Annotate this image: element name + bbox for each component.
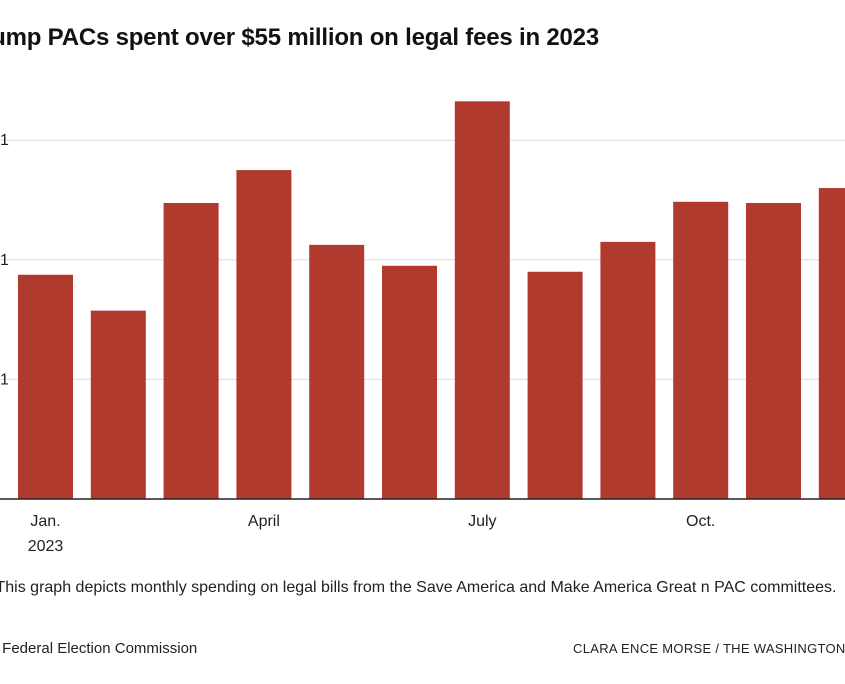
bar-dec [818,188,845,500]
x-axis-labels: Jan. 2023 April July Oct. [28,513,716,555]
x-tick-label: Jan. 2023 [28,513,64,555]
y-tick-label: 1 [0,252,9,269]
bar-chart: 1 1 1 Jan. 2023 April July Oct. [0,101,845,555]
bars [18,101,845,500]
chart-title: rump PACs spent over $55 million on lega… [0,24,599,51]
chart-credit: CLARA ENCE MORSE / THE WASHINGTON PO [573,641,845,656]
bar-mar [163,202,219,500]
x-tick-label: April [248,513,280,530]
bar-sept [600,241,656,500]
bar-aug [527,271,583,499]
chart-source: ce: Federal Election Commission [0,640,198,657]
bar-jan [18,274,73,499]
bar-june [382,265,437,499]
y-tick-label: 1 [0,371,9,388]
bar-nov [746,202,801,500]
bar-feb [90,310,146,499]
y-tick-label: 1 [0,132,9,149]
bar-oct [673,201,729,499]
x-tick-label: July [468,513,496,530]
bar-april [236,170,292,499]
chart-note: e: This graph depicts monthly spending o… [0,579,837,596]
bar-july [454,101,510,499]
bar-may [309,244,365,499]
x-tick-label: Oct. [686,513,715,530]
y-axis-labels: 1 1 1 [0,132,9,388]
